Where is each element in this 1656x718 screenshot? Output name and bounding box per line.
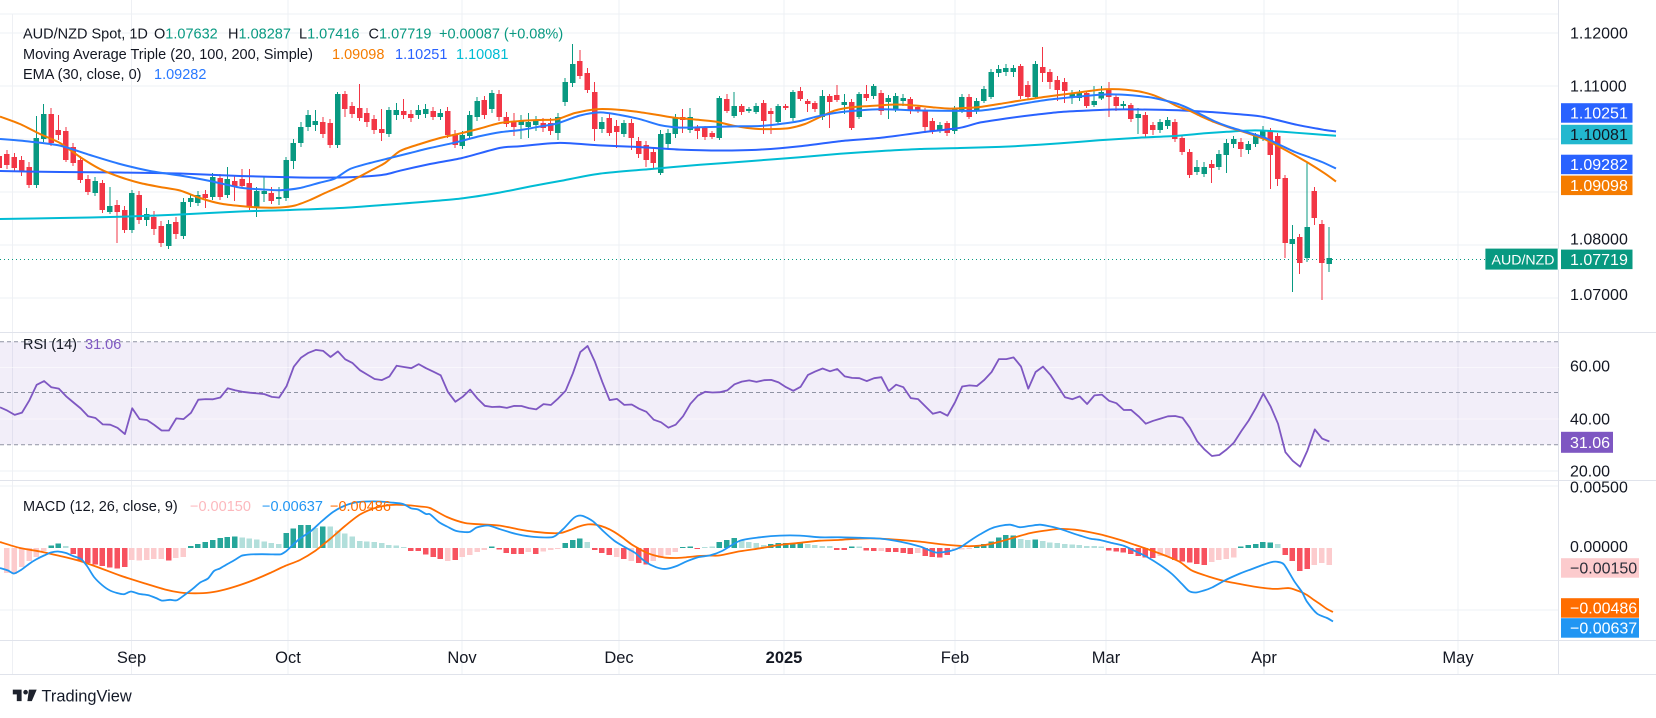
- svg-text:1.10251: 1.10251: [1570, 106, 1628, 123]
- svg-text:31.06: 31.06: [85, 337, 121, 353]
- svg-text:C1.07719: C1.07719: [369, 26, 432, 42]
- svg-text:Oct: Oct: [275, 649, 301, 667]
- svg-text:Sep: Sep: [117, 649, 146, 667]
- svg-text:−0.00637: −0.00637: [1570, 621, 1637, 638]
- svg-text:0.00000: 0.00000: [1570, 539, 1628, 556]
- svg-text:−0.00486: −0.00486: [1570, 601, 1637, 618]
- svg-text:1.11000: 1.11000: [1570, 79, 1627, 96]
- svg-text:TradingView: TradingView: [42, 687, 132, 705]
- svg-text:Dec: Dec: [604, 649, 633, 667]
- svg-text:1.10081: 1.10081: [456, 47, 508, 63]
- svg-text:60.00: 60.00: [1570, 359, 1610, 376]
- svg-text:−0.00637: −0.00637: [262, 499, 323, 515]
- svg-text:RSI (14): RSI (14): [23, 337, 77, 353]
- svg-text:AUD/NZD: AUD/NZD: [1492, 253, 1555, 269]
- svg-text:O1.07632: O1.07632: [154, 26, 218, 42]
- svg-text:Moving Average Triple (20, 100: Moving Average Triple (20, 100, 200, Sim…: [23, 47, 313, 63]
- svg-text:H1.08287: H1.08287: [228, 26, 291, 42]
- svg-text:MACD (12, 26, close, 9): MACD (12, 26, close, 9): [23, 499, 178, 515]
- svg-text:−0.00150: −0.00150: [190, 499, 251, 515]
- svg-text:Apr: Apr: [1251, 649, 1277, 667]
- svg-text:1.12000: 1.12000: [1570, 26, 1628, 43]
- svg-text:1.09282: 1.09282: [1570, 157, 1628, 174]
- svg-text:1.07000: 1.07000: [1570, 287, 1628, 304]
- svg-text:1.09098: 1.09098: [1570, 178, 1628, 195]
- svg-text:EMA (30, close, 0): EMA (30, close, 0): [23, 67, 141, 83]
- svg-text:+0.00087 (+0.08%): +0.00087 (+0.08%): [439, 26, 563, 42]
- svg-text:Nov: Nov: [447, 649, 477, 667]
- svg-text:L1.07416: L1.07416: [299, 26, 360, 42]
- svg-text:0.00500: 0.00500: [1570, 480, 1628, 497]
- svg-text:−0.00486: −0.00486: [330, 499, 391, 515]
- svg-text:20.00: 20.00: [1570, 464, 1610, 481]
- svg-text:40.00: 40.00: [1570, 412, 1610, 429]
- svg-text:Mar: Mar: [1092, 649, 1121, 667]
- svg-text:AUD/NZD Spot, 1D: AUD/NZD Spot, 1D: [23, 26, 148, 42]
- svg-text:1.10081: 1.10081: [1570, 127, 1628, 144]
- svg-text:−0.00150: −0.00150: [1570, 561, 1637, 578]
- svg-text:1.07719: 1.07719: [1570, 252, 1628, 269]
- svg-text:May: May: [1442, 649, 1474, 667]
- svg-text:1.08000: 1.08000: [1570, 232, 1628, 249]
- svg-text:1.10251: 1.10251: [395, 47, 447, 63]
- svg-text:1.09282: 1.09282: [154, 67, 206, 83]
- svg-text:2025: 2025: [766, 649, 803, 667]
- svg-text:31.06: 31.06: [1570, 435, 1610, 452]
- svg-text:Feb: Feb: [941, 649, 969, 667]
- svg-text:1.09098: 1.09098: [332, 47, 384, 63]
